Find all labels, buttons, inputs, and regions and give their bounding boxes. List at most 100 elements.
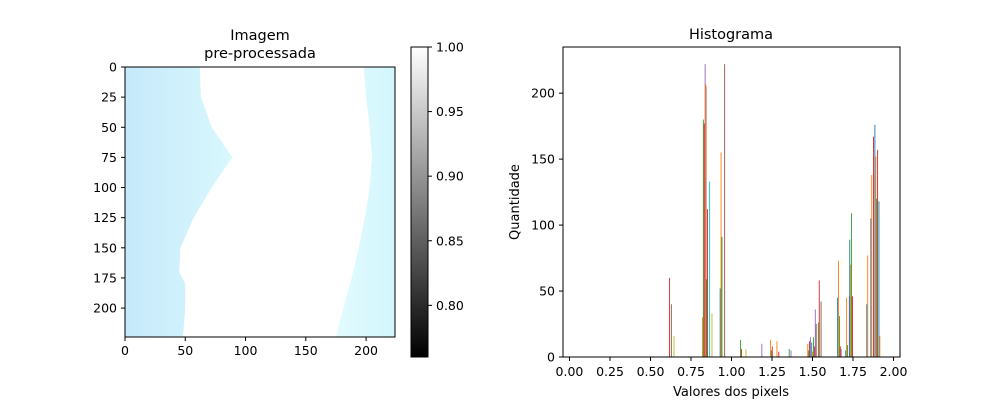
histogram-bar [745,349,747,357]
colorbar-axis: 1.00 0.95 0.90 0.85 0.80 [428,40,464,313]
histogram-y-label: Quantidade [508,164,523,240]
histogram-bar [669,277,670,357]
histogram-x-label: Valores dos pixels [673,385,789,400]
histogram-bar [788,349,790,357]
histogram-bar [852,296,853,357]
image-y-tick-label: 0 [109,60,117,75]
histogram-bar [846,297,848,357]
histogram-bar [877,149,879,357]
colorbar-tick-label: 0.80 [436,298,464,313]
colorbar-gradient [410,46,429,358]
image-y-tick-label: 150 [93,240,117,255]
histogram-y-tick-label: 200 [531,86,555,101]
preprocessed-image [125,67,395,337]
histogram-bar [871,174,873,357]
histogram-bar [815,324,817,357]
image-x-tick-label: 50 [177,343,193,358]
colorbar-tick-label: 0.95 [436,104,464,119]
image-x-tick-label: 150 [294,343,318,358]
histogram-bar [776,341,778,357]
colorbar: 1.00 0.95 0.90 0.85 0.80 [410,40,464,358]
histogram-bar [818,280,820,357]
image-y-tick-label: 50 [101,120,117,135]
histogram-x-axis: 0.00 0.25 0.50 0.75 1.00 1.25 1.50 1.75 2.00 [556,357,908,379]
histogram-y-tick-label: 0 [547,350,555,365]
histogram-bar [704,64,706,357]
histogram-bar [673,335,675,357]
histogram-bar [701,317,703,357]
image-frame [124,66,396,338]
histogram-bar [849,239,851,357]
colorbar-tick-label: 0.85 [436,233,464,248]
histogram-bar [839,346,841,357]
histogram-bar [807,343,809,357]
histogram-bar [875,156,877,357]
histogram-bar [813,337,814,357]
histogram-y-axis: 0 50 100 150 200 [531,86,563,365]
histogram-bar [870,218,872,357]
histogram-x-tick-label: 0.75 [677,364,705,379]
histogram-bar [809,337,811,357]
histogram-bar [771,346,773,357]
histogram-bar [703,123,705,357]
histogram-bar [817,322,819,357]
histogram-bar [874,124,876,357]
histogram-bar [808,350,810,357]
histogram-bar [778,351,780,357]
image-y-tick-label: 125 [93,210,117,225]
histogram-bar [878,201,880,357]
image-x-tick-label: 200 [354,343,378,358]
histogram-bar [813,346,815,357]
histogram-bar [814,309,816,357]
histogram-bar [707,209,708,357]
histogram-bar [867,255,869,357]
histogram-x-tick-label: 0.50 [637,364,665,379]
histogram-bar [838,260,839,357]
histogram-bar [740,339,742,357]
histogram-y-tick-label: 50 [539,284,555,299]
histogram-bar [847,345,848,357]
histogram-bar [876,198,878,357]
histogram-title: Histograma [689,27,773,43]
image-y-tick-label: 25 [101,90,117,105]
colorbar-tick-label: 1.00 [436,40,464,55]
histogram-bar [720,152,722,357]
histogram-y-tick-label: 150 [531,152,555,167]
histogram-bar [770,350,772,357]
histogram-bar [711,313,713,357]
histogram-bar [706,279,708,357]
histogram-bar [812,351,814,357]
histogram-bar [873,136,874,357]
histogram-x-tick-label: 2.00 [880,364,908,379]
histogram-bar [719,288,721,357]
image-panel: Imagem pre-processada 0 50 100 150 200 0 25 50… [93,28,396,358]
histogram-bar [811,342,813,357]
histogram-x-tick-label: 1.25 [758,364,786,379]
histogram-bar [790,350,792,357]
image-x-axis: 0 50 100 150 200 [121,337,378,358]
histogram-bar [709,181,711,357]
histogram-bar [837,297,839,357]
image-x-tick-label: 0 [121,343,129,358]
histogram-bar [845,350,847,357]
histogram-bar [809,341,810,357]
histogram-bar [702,119,704,357]
histogram-x-tick-label: 1.75 [839,364,867,379]
histogram-x-tick-label: 0.00 [556,364,584,379]
histogram-bar [850,264,852,357]
histogram-bar [820,301,822,357]
histogram-x-tick-label: 1.00 [718,364,746,379]
image-y-tick-label: 100 [93,180,117,195]
histogram-bar [670,304,672,357]
histogram-bar [851,213,853,357]
image-y-tick-label: 200 [93,301,117,316]
histogram-bars [669,64,881,357]
image-y-tick-label: 75 [101,150,117,165]
histogram-bar [721,236,723,357]
histogram-bar [770,339,771,357]
histogram-bar [838,316,840,357]
histogram-bar [866,304,868,357]
histogram-bar [879,335,881,357]
histogram-bar [741,349,742,357]
histogram-bar [724,64,726,357]
